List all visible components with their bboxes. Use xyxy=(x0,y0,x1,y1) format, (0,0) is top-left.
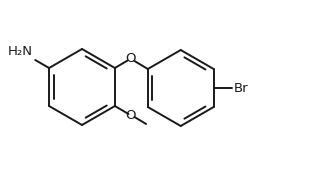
Text: Br: Br xyxy=(233,82,248,95)
Text: O: O xyxy=(125,109,136,121)
Text: O: O xyxy=(125,52,136,66)
Text: H₂N: H₂N xyxy=(8,45,33,58)
